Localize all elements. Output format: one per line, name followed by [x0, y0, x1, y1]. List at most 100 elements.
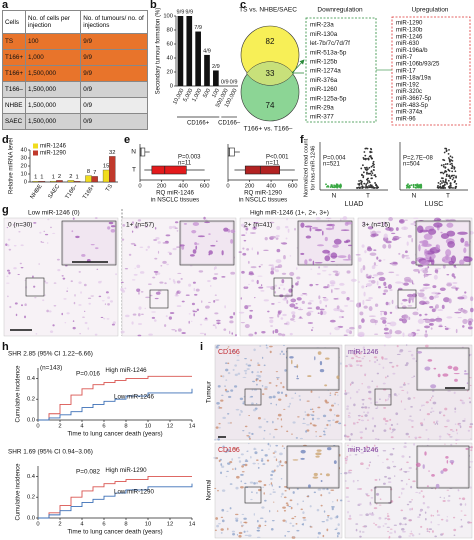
tissue-cell — [395, 227, 399, 231]
tissue-cell — [134, 267, 136, 269]
tissue-cell — [418, 436, 422, 439]
tissue-cell — [353, 422, 355, 425]
tissue-cell — [307, 322, 314, 324]
tissue-cell — [345, 239, 351, 243]
tissue-cell — [361, 406, 365, 409]
tissue-cell — [264, 236, 268, 241]
tissue-cell — [424, 267, 428, 271]
tissue-cell — [257, 417, 261, 420]
table-cell: 1,500,000 — [25, 81, 82, 98]
decor-dot — [366, 157, 368, 160]
decor-dot — [443, 159, 446, 162]
tissue-cell — [401, 491, 403, 495]
tissue-cell — [157, 250, 160, 254]
zoom-box — [244, 388, 262, 406]
tissue-cell — [436, 514, 441, 516]
tissue-cell — [258, 286, 264, 289]
decor-dot — [441, 177, 444, 180]
tissue-cell — [359, 311, 364, 316]
tissue-cell — [301, 300, 305, 304]
tissue-cell — [275, 269, 279, 273]
tissue-cell — [56, 258, 60, 261]
tissue-cell — [419, 422, 423, 425]
tissue-cell — [336, 375, 340, 379]
tissue-cell — [261, 393, 265, 396]
tissue-cell — [349, 383, 352, 386]
tissue-cell — [258, 379, 262, 382]
tissue-cell — [459, 425, 462, 429]
tissue-cell — [334, 391, 339, 393]
panel-label: i — [200, 341, 203, 353]
tissue-cell — [239, 397, 244, 401]
tissue-cell — [357, 357, 361, 359]
tissue-cell — [382, 525, 385, 527]
tissue-cell — [342, 216, 348, 220]
tissue-cell — [44, 280, 46, 283]
tissue-cell — [272, 330, 275, 334]
value-label: 2 — [69, 174, 72, 180]
tissue-cell — [413, 375, 416, 378]
tissue-cell — [345, 496, 349, 498]
decor-dot — [340, 185, 342, 188]
tissue-cell — [370, 489, 373, 492]
tissue-cell — [40, 241, 42, 243]
tissue-cell — [363, 411, 365, 413]
tissue-cell — [63, 298, 67, 300]
tissue-cell — [402, 298, 408, 302]
tissue-cell — [346, 405, 350, 408]
tissue-cell — [364, 250, 367, 254]
decor-dot — [405, 186, 408, 189]
decor-dot — [439, 180, 442, 183]
tissue-cell — [269, 350, 272, 354]
tissue-cell — [295, 303, 298, 305]
tissue-cell — [101, 300, 105, 302]
tissue-cell — [44, 233, 49, 236]
tissue-cell — [72, 217, 75, 220]
tissue-cell — [227, 422, 231, 424]
tissue-cell — [215, 426, 219, 429]
tissue-cell — [316, 508, 320, 512]
tissue-cell — [326, 423, 329, 427]
tissue-cell — [250, 232, 256, 234]
tissue-cell — [225, 475, 228, 478]
decor-dot — [364, 147, 367, 150]
tissue-cell — [413, 268, 420, 272]
x-tick-label: 200 — [157, 184, 167, 190]
decor-dot — [370, 174, 373, 177]
y-axis-label: Cumulative incidence — [16, 463, 22, 521]
table-cell: 1,500,000 — [25, 97, 82, 114]
decor-dot — [453, 174, 455, 177]
tissue-cell — [401, 389, 405, 391]
tissue-cell — [110, 228, 116, 233]
decor-dot — [412, 186, 415, 188]
tissue-cell — [280, 478, 283, 480]
tissue-cell — [309, 505, 312, 508]
decor-dot — [444, 169, 447, 172]
tissue-cell — [410, 485, 413, 489]
tissue-cell — [181, 245, 185, 250]
tissue-cell — [213, 438, 217, 441]
tissue-cell — [176, 230, 179, 232]
tissue-cell — [210, 244, 216, 247]
y-tick-label: 0.4 — [27, 376, 36, 382]
tissue-cell — [292, 491, 295, 494]
tissue-cell — [392, 261, 398, 265]
tissue-cell — [411, 498, 413, 501]
tissue-cell — [215, 345, 219, 349]
y-tick-label: 80 — [167, 28, 173, 34]
tissue-cell — [136, 288, 141, 292]
tissue-cell — [271, 264, 274, 269]
tissue-cell — [469, 461, 474, 463]
tissue-cell — [171, 329, 176, 331]
decor-dot — [370, 165, 373, 168]
tissue-cell — [136, 264, 141, 269]
tissue-cell — [243, 517, 247, 520]
arrow — [291, 59, 305, 74]
tissue-cell — [285, 520, 287, 523]
tissue-cell — [203, 216, 206, 220]
tissue-cell — [364, 427, 367, 430]
decor-dot — [454, 170, 457, 173]
tissue-cell — [270, 325, 274, 327]
tissue-cell — [266, 459, 270, 462]
y-axis-label: Cumulative incidence — [16, 365, 22, 423]
